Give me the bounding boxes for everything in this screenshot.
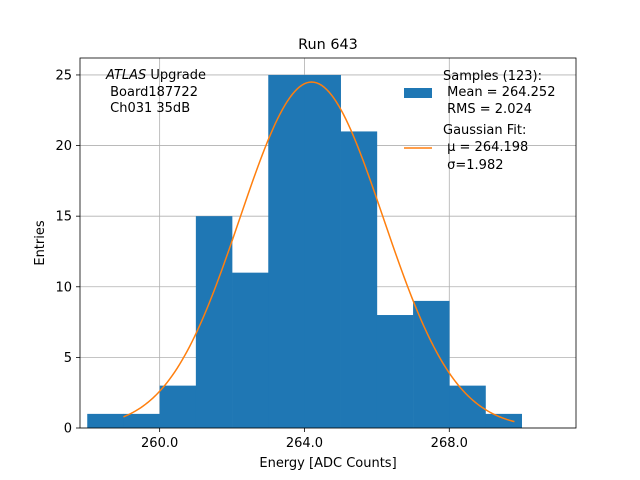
legend-histogram-line-1: Samples (123): bbox=[443, 69, 542, 84]
histogram-bar bbox=[376, 315, 414, 428]
legend-histogram-line-2: Mean = 264.252 bbox=[443, 85, 555, 100]
legend: Samples (123): Mean = 264.252 RMS = 2.02… bbox=[404, 69, 555, 173]
legend-histogram-swatch bbox=[404, 88, 432, 98]
histogram-bar bbox=[123, 413, 160, 428]
annotation-upgrade: Upgrade bbox=[146, 68, 206, 83]
y-axis-label: Entries bbox=[33, 220, 48, 266]
histogram-bar bbox=[87, 413, 124, 428]
atlas-annotation: ATLAS Upgrade Board187722 Ch031 35dB bbox=[105, 68, 206, 116]
annotation-channel: Ch031 35dB bbox=[106, 101, 190, 116]
x-axis-ticks: 260.0 264.0 268.0 bbox=[141, 428, 468, 451]
y-tick-label: 10 bbox=[55, 280, 72, 295]
chart-title: Run 643 bbox=[298, 37, 358, 53]
legend-histogram-line-3: RMS = 2.024 bbox=[443, 102, 532, 117]
y-tick-label: 20 bbox=[55, 139, 72, 154]
legend-fit-line-1: Gaussian Fit: bbox=[443, 123, 526, 138]
histogram-bar bbox=[304, 74, 341, 428]
histogram-bar bbox=[449, 385, 486, 428]
annotation-board: Board187722 bbox=[106, 85, 198, 100]
histogram-bar bbox=[485, 413, 522, 428]
legend-fit-line-3: σ=1.982 bbox=[443, 158, 503, 173]
y-tick-label: 5 bbox=[64, 351, 72, 366]
histogram-bar bbox=[159, 385, 197, 428]
histogram-bar bbox=[268, 74, 305, 428]
x-tick-label: 264.0 bbox=[286, 436, 323, 451]
plot-frame bbox=[79, 57, 577, 429]
x-axis-label: Energy [ADC Counts] bbox=[259, 456, 396, 471]
legend-fit-line-2: μ = 264.198 bbox=[443, 140, 528, 155]
y-axis-ticks: 0 5 10 15 20 25 bbox=[55, 68, 80, 437]
gaussian-fit-curve bbox=[123, 81, 515, 423]
x-tick-label: 260.0 bbox=[141, 436, 178, 451]
x-tick-label: 268.0 bbox=[431, 436, 468, 451]
histogram-bar bbox=[340, 131, 378, 428]
annotation-line-1: ATLAS Upgrade bbox=[105, 68, 206, 83]
annotation-atlas: ATLAS bbox=[105, 68, 146, 83]
y-tick-label: 15 bbox=[55, 210, 72, 225]
histogram-bar bbox=[232, 272, 269, 428]
y-tick-label: 25 bbox=[55, 68, 72, 83]
y-tick-label: 0 bbox=[64, 422, 72, 437]
